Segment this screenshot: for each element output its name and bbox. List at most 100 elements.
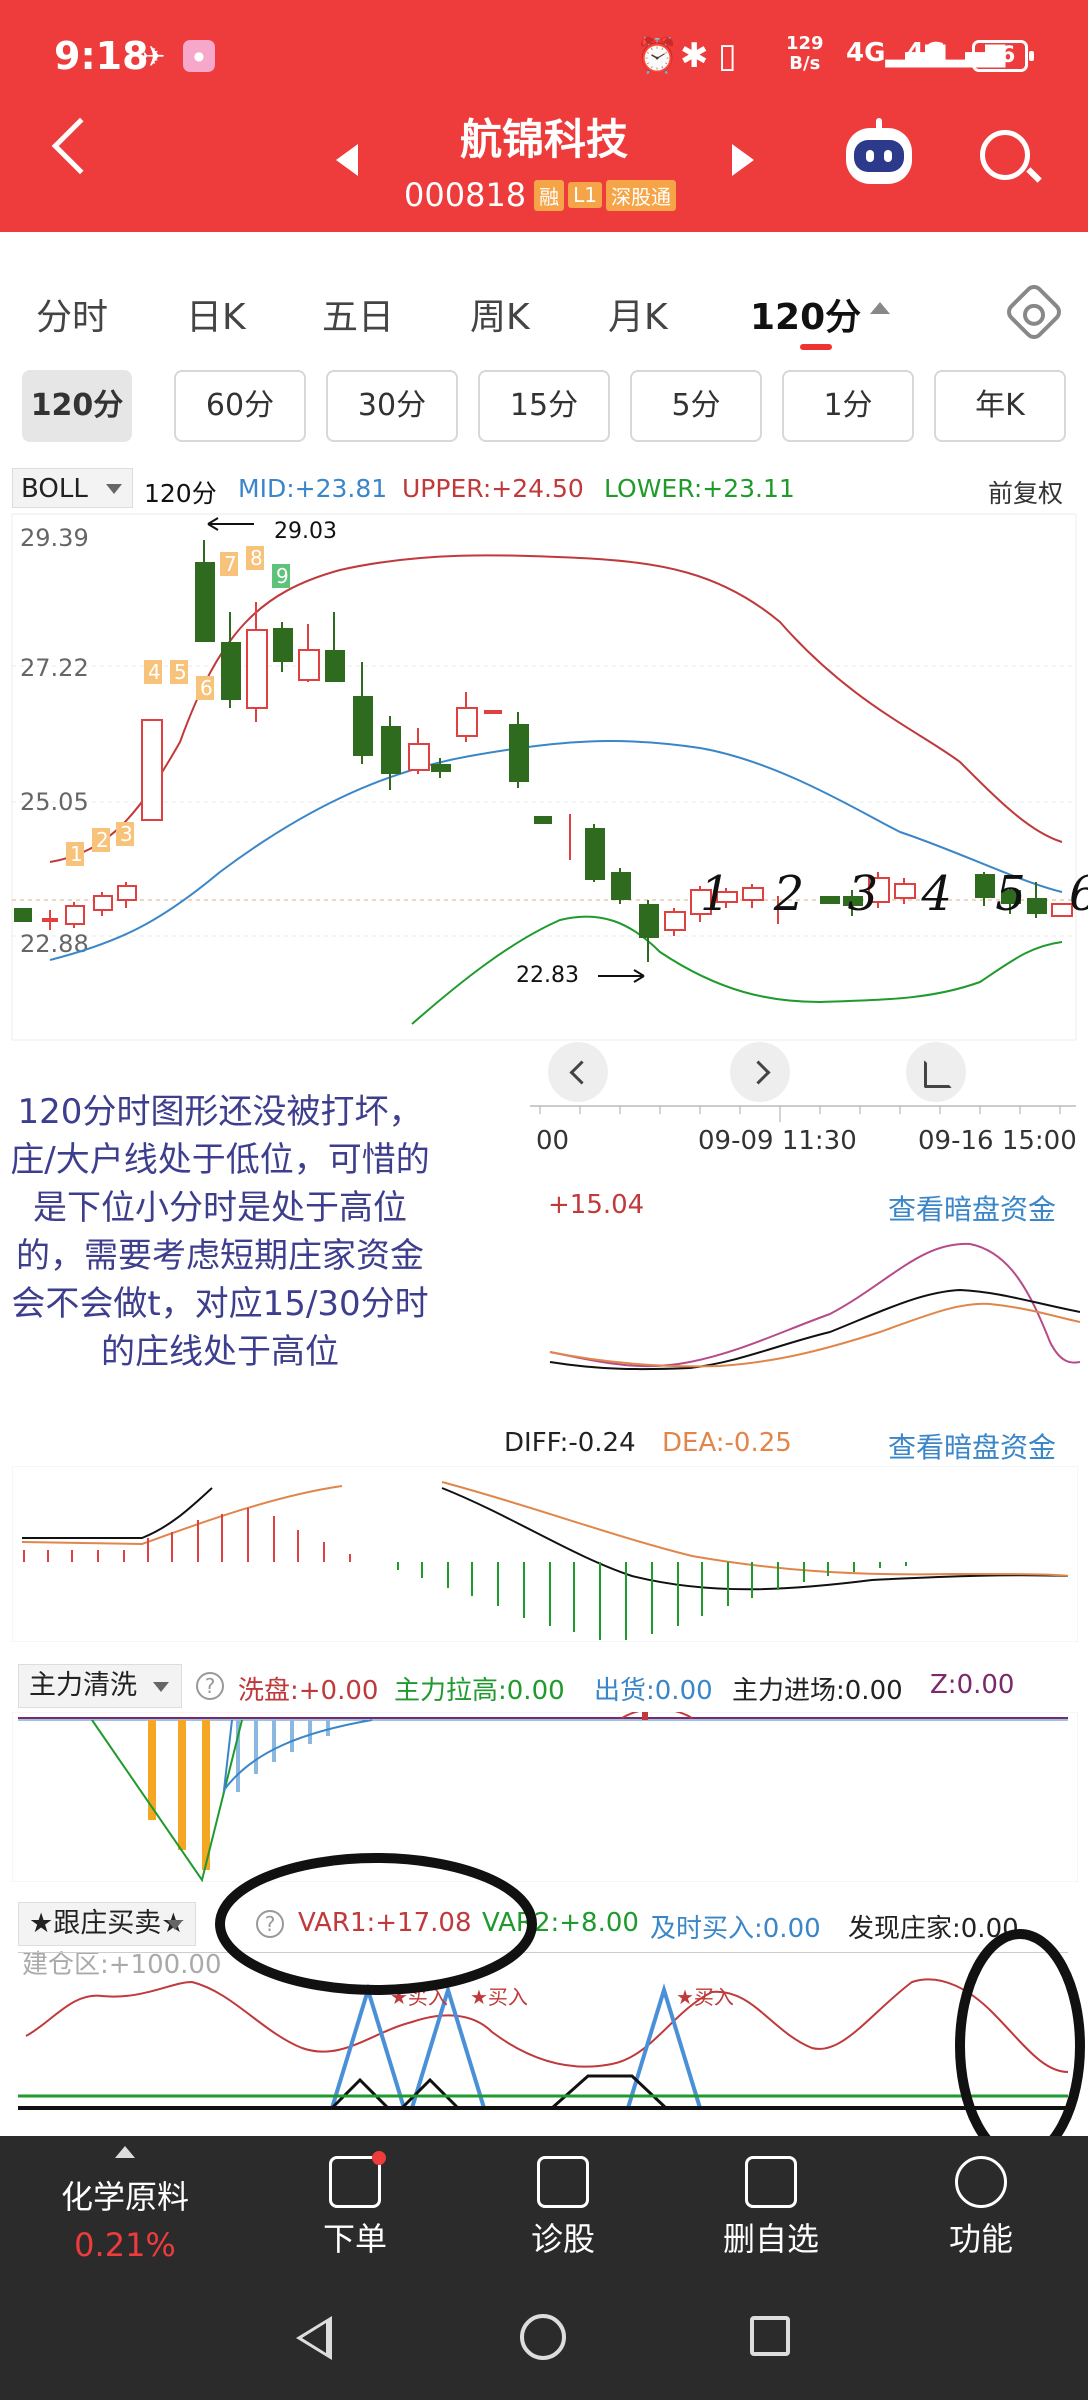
tab-120min[interactable]: 120分	[750, 297, 862, 338]
diagnose-button[interactable]: 诊股	[498, 2136, 628, 2274]
back-arrow-icon[interactable]	[51, 117, 109, 175]
chip-5min[interactable]: 5分	[630, 370, 762, 442]
boll-mid: MID:+23.81	[238, 474, 388, 503]
sector-widget[interactable]: 化学原料 0.21%	[20, 2136, 230, 2274]
boll-upper-line	[49, 554, 1063, 863]
help-icon-2[interactable]: ?	[256, 1910, 284, 1938]
remove-watchlist-icon	[745, 2156, 797, 2208]
chip-15min[interactable]: 15分	[478, 370, 610, 442]
diagnose-icon	[537, 2156, 589, 2208]
follow-indicator-select[interactable]: ★跟庄买卖★	[18, 1902, 197, 1946]
bluetooth-icon: ✱	[680, 36, 709, 76]
tab-daily[interactable]: 日K	[186, 297, 246, 338]
tag-connect: 深股通	[606, 179, 677, 211]
adjust-mode[interactable]: 前复权	[988, 479, 1064, 508]
boll-mid-line	[49, 740, 1063, 961]
active-tab-indicator	[800, 344, 832, 350]
app-notification-icon: ●	[183, 40, 215, 72]
sector-change: 0.21%	[74, 2226, 176, 2264]
tab-monthly[interactable]: 月K	[608, 297, 668, 338]
function-icon	[955, 2156, 1007, 2208]
help-icon[interactable]: ?	[196, 1672, 224, 1700]
chip-yearly[interactable]: 年K	[934, 370, 1066, 442]
y-label-3: 25.05	[20, 788, 89, 816]
wash-chart	[12, 1712, 1078, 1882]
boll-indicator-row: BOLL 120分 MID:+23.81 UPPER:+24.50 LOWER:…	[0, 468, 1088, 512]
system-recent-icon[interactable]	[750, 2316, 790, 2356]
next-stock-icon[interactable]	[732, 144, 754, 176]
expand-up-icon	[115, 2146, 135, 2158]
sector-name: 化学原料	[60, 2178, 189, 2216]
network-speed: 129 B/s	[786, 33, 824, 74]
dark-panel-chart	[549, 1242, 1080, 1371]
macd-dea: DEA:-0.25	[662, 1428, 792, 1458]
vibrate-icon: ▯	[718, 36, 737, 76]
function-label: 功能	[948, 2220, 1013, 2258]
function-button[interactable]: 功能	[916, 2136, 1046, 2274]
follow-jishi: 及时买入:0.00	[650, 1914, 821, 1944]
wash-chuhuo: 出货:0.00	[594, 1676, 713, 1706]
search-icon[interactable]	[980, 130, 1030, 180]
tab-weekly[interactable]: 周K	[470, 297, 530, 338]
tag-margin: 融	[534, 179, 565, 211]
system-home-icon[interactable]	[520, 2314, 566, 2360]
chip-30min[interactable]: 30分	[326, 370, 458, 442]
indicator-select[interactable]: BOLL	[12, 468, 133, 508]
td-marker-9: 9	[276, 564, 289, 588]
order-button[interactable]: 下单	[290, 2136, 420, 2274]
stock-code: 000818	[404, 176, 527, 214]
follow-var1: VAR1:+17.08	[298, 1908, 472, 1938]
td-marker-3: 3	[120, 822, 133, 846]
wash-jinchang: 主力进场:0.00	[732, 1676, 903, 1706]
low-price-label: 22.83	[516, 963, 579, 988]
kline-chart[interactable]: 29.39 27.22 25.05 22.88	[0, 512, 1088, 1172]
interval-chips: 120分 60分 30分 15分 5分 1分 年K	[0, 370, 1088, 444]
system-back-icon[interactable]	[296, 2316, 332, 2360]
tab-five-day[interactable]: 五日	[322, 297, 395, 338]
buy-label-2: ★买入	[470, 1985, 528, 2009]
buy-label-3: ★买入	[676, 1985, 734, 2009]
x-label-1: 00	[536, 1126, 570, 1156]
alarm-icon: ⏰	[636, 36, 679, 76]
y-label-2: 27.22	[20, 654, 89, 682]
status-time: 9:18	[54, 34, 149, 78]
chart-next-button[interactable]	[730, 1042, 790, 1102]
robot-assistant-icon[interactable]	[846, 118, 912, 184]
td-marker-6: 6	[200, 676, 213, 700]
period-tabs: 分时 日K 五日 周K 月K 120分	[0, 262, 1088, 358]
battery-icon: 36	[972, 40, 1034, 72]
y-label-1: 29.39	[20, 524, 89, 552]
tab-intraday[interactable]: 分时	[36, 297, 109, 338]
macd-diff: DIFF:-0.24	[504, 1428, 636, 1458]
system-nav-bar	[0, 2274, 1088, 2400]
dark-money-link-2[interactable]: 查看暗盘资金	[888, 1431, 1057, 1464]
stock-code-row: 000818 融 L1 深股通	[404, 176, 680, 214]
td-marker-8: 8	[250, 546, 263, 570]
fullscreen-button[interactable]	[906, 1042, 966, 1102]
candlesticks	[14, 540, 1073, 962]
chip-60min[interactable]: 60分	[174, 370, 306, 442]
x-label-2: 09-09 11:30	[698, 1126, 857, 1156]
chip-1min[interactable]: 1分	[782, 370, 914, 442]
td-marker-5: 5	[174, 660, 187, 684]
remove-watchlist-button[interactable]: 删自选	[706, 2136, 836, 2274]
handwritten-count: 1 2 3 4 5 6 7 8	[700, 866, 1088, 922]
signal-icon-1: 4G▂▄▆	[846, 38, 946, 68]
buy-label-1: ★买入	[390, 1985, 448, 2009]
dark-money-link-1[interactable]: 查看暗盘资金	[888, 1193, 1057, 1226]
macd-chart	[12, 1466, 1078, 1642]
wash-xipan: 洗盘:+0.00	[238, 1676, 379, 1706]
boll-lower: LOWER:+23.11	[604, 474, 795, 503]
td-marker-7: 7	[224, 552, 237, 576]
dropdown-up-icon[interactable]	[870, 302, 890, 314]
wash-indicator-select[interactable]: 主力清洗	[18, 1664, 182, 1708]
order-icon	[329, 2151, 386, 2208]
td-marker-1: 1	[70, 842, 83, 866]
chart-prev-button[interactable]	[548, 1042, 608, 1102]
chip-120min[interactable]: 120分	[22, 370, 132, 442]
order-label: 下单	[322, 2220, 387, 2258]
x-label-3: 09-16 15:00	[918, 1126, 1077, 1156]
status-bar: 9:18 ✈ ● ⏰ ✱ ▯ 129 B/s 4G▂▄▆ 4G▂▄▆ 36	[0, 0, 1088, 110]
diagnose-label: 诊股	[530, 2220, 595, 2258]
previous-stock-icon[interactable]	[336, 144, 358, 176]
